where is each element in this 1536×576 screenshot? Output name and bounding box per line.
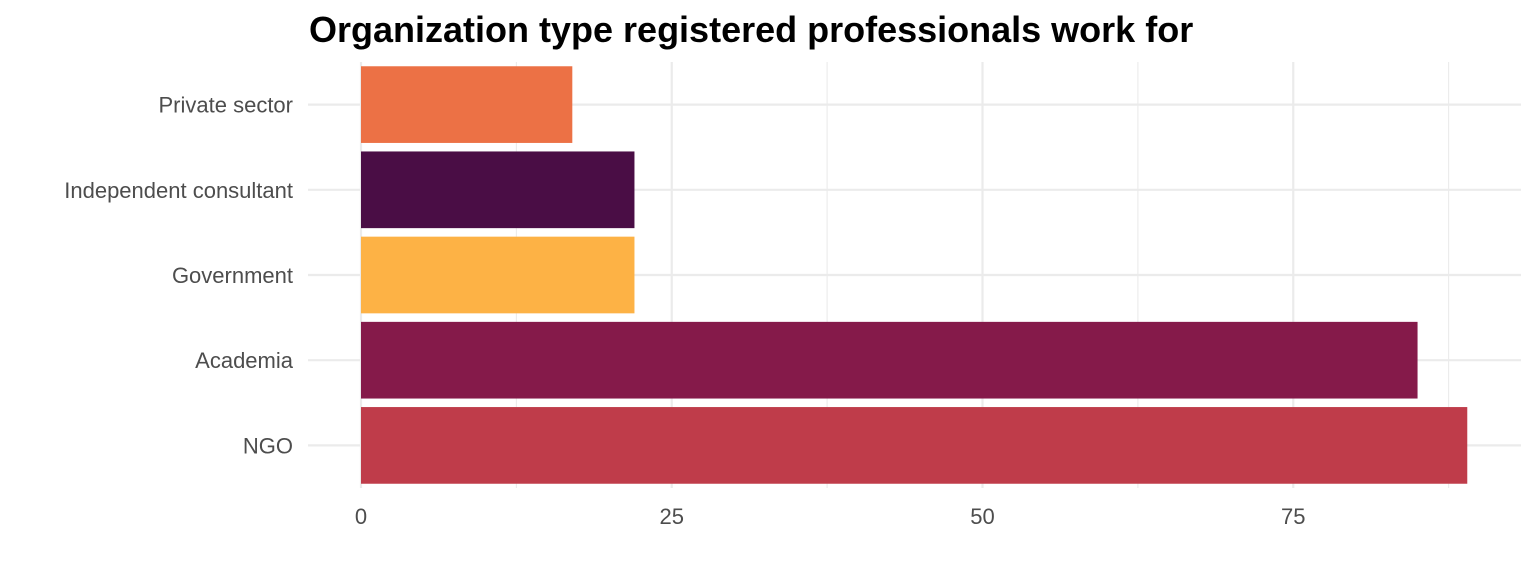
y-tick-label: Academia bbox=[195, 348, 294, 373]
y-tick-label: Private sector bbox=[159, 93, 294, 118]
bar-private-sector bbox=[361, 66, 573, 143]
x-tick-label: 75 bbox=[1281, 504, 1305, 529]
bars bbox=[361, 66, 1468, 484]
x-tick-label: 25 bbox=[660, 504, 684, 529]
bar-academia bbox=[361, 321, 1418, 399]
bar-independent-consultant bbox=[361, 151, 635, 229]
x-tick-label: 50 bbox=[970, 504, 994, 529]
chart-title: Organization type registered professiona… bbox=[309, 9, 1193, 50]
y-tick-label: NGO bbox=[243, 433, 293, 458]
y-tick-label: Government bbox=[172, 263, 293, 288]
bar-government bbox=[361, 236, 635, 314]
bar-ngo bbox=[361, 407, 1468, 484]
y-tick-label: Independent consultant bbox=[64, 178, 293, 203]
x-tick-label: 0 bbox=[355, 504, 367, 529]
y-axis-labels: NGO Academia Government Independent consult… bbox=[64, 93, 294, 459]
x-axis-labels: 0 25 50 75 bbox=[355, 504, 1306, 529]
